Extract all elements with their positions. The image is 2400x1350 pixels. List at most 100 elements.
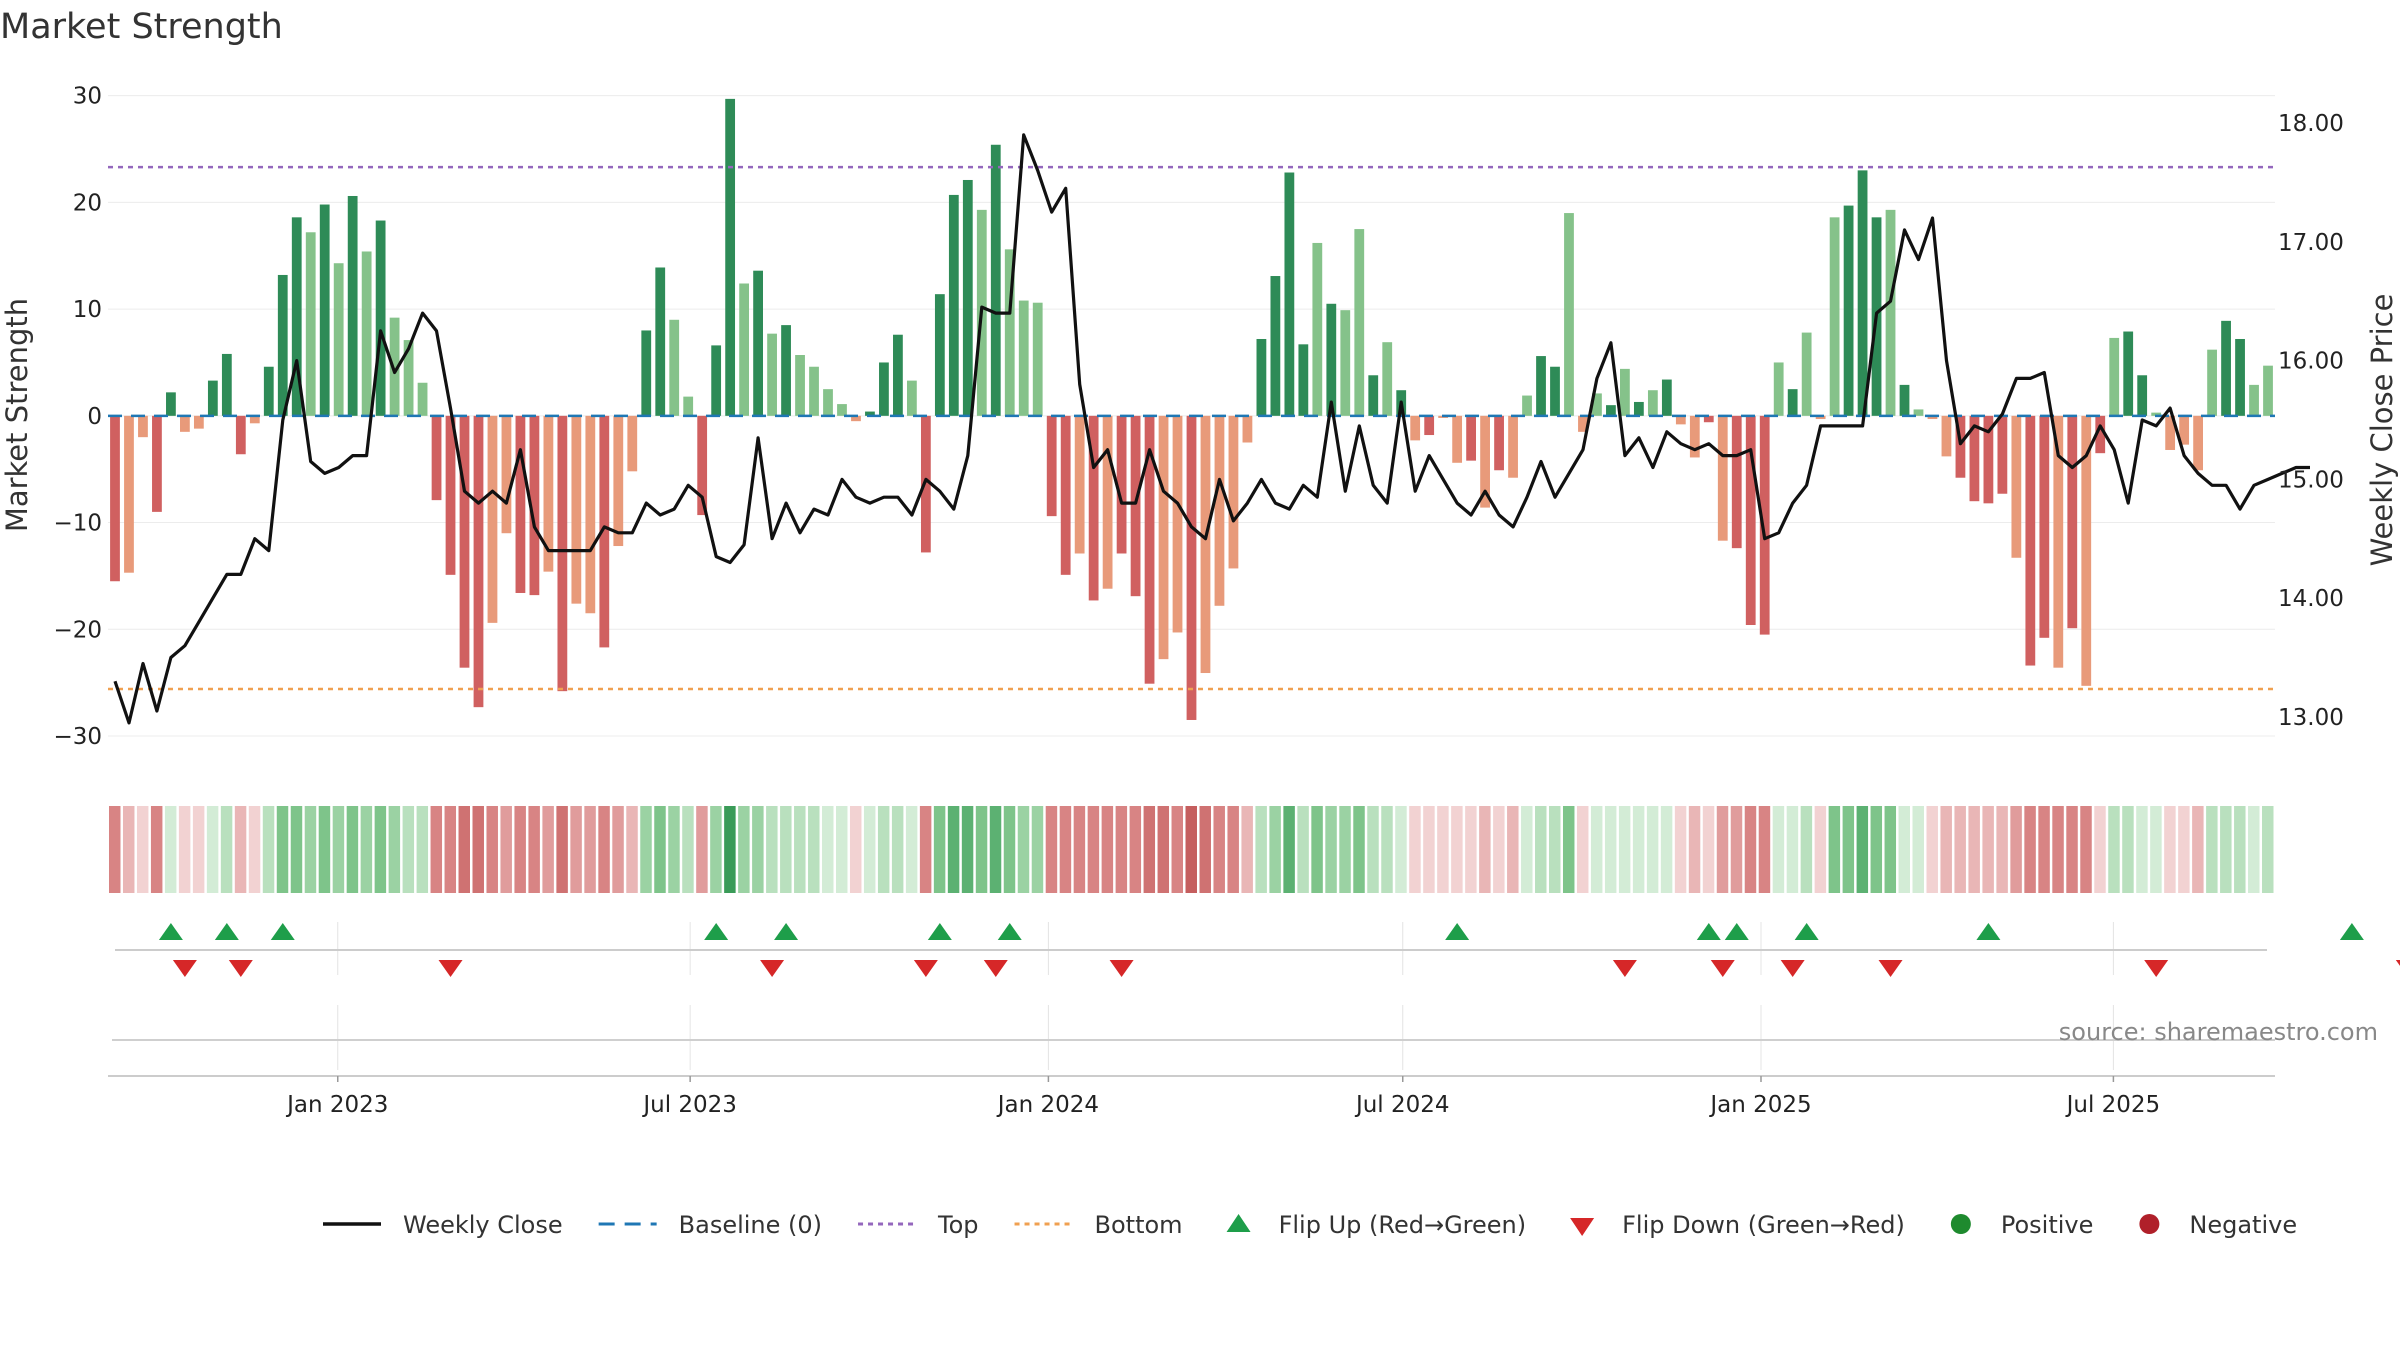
flip-down-marker — [1780, 960, 1805, 977]
strength-bar — [1326, 303, 1337, 416]
heat-cell — [1562, 806, 1575, 893]
flip-down-marker — [438, 960, 463, 977]
strength-bar — [1088, 415, 1099, 601]
heat-cell — [2038, 806, 2050, 893]
heat-cell — [989, 806, 1002, 893]
heat-cell — [752, 806, 764, 893]
legend-item: Top — [858, 1211, 979, 1239]
heat-cell — [318, 806, 331, 893]
strength-bar — [2221, 320, 2231, 416]
legend-item: Weekly Close — [323, 1211, 563, 1239]
strength-bar — [1801, 332, 1812, 416]
legend-symbol-circle — [2139, 1214, 2160, 1234]
strength-bar — [110, 415, 120, 582]
heat-cell — [2080, 806, 2092, 893]
strength-bar — [1843, 205, 1854, 416]
strength-bar — [1955, 415, 1966, 478]
heat-cell — [1409, 806, 1421, 893]
heat-cell — [276, 806, 289, 893]
strength-bar — [2011, 415, 2022, 558]
heat-cell — [1185, 806, 1197, 893]
heat-cell — [919, 806, 932, 893]
x-tick-label: Jul 2025 — [2065, 1092, 2161, 1118]
heat-cell — [122, 806, 135, 893]
heat-cell — [1045, 806, 1058, 893]
strength-bar — [2123, 331, 2134, 416]
heat-cell — [360, 806, 373, 893]
x-axis: Jan 2023 Jul 2023 Jan 2024 Jul 2024 Jan 2025… — [108, 1039, 2275, 1118]
heat-cell — [1465, 806, 1477, 893]
heat-cell — [178, 806, 191, 893]
heat-cell — [556, 806, 568, 893]
strength-bar — [613, 415, 624, 547]
heat-cell — [346, 806, 359, 893]
heat-cell — [961, 806, 974, 893]
flip-up-marker — [158, 923, 183, 940]
heat-cell — [570, 806, 582, 893]
strength-bar — [879, 362, 889, 416]
strength-bar — [1312, 242, 1323, 416]
strength-bar — [305, 232, 316, 416]
weekly-close-series — [113, 133, 2310, 725]
strength-bar — [2109, 337, 2120, 416]
legend-item: Baseline (0) — [598, 1211, 822, 1239]
strength-bar — [1661, 379, 1672, 416]
strength-bar — [1354, 229, 1365, 416]
strength-bar — [1927, 415, 1938, 420]
heat-cell — [430, 806, 443, 893]
strength-bar — [781, 325, 791, 416]
strength-heat-strip — [109, 806, 2274, 893]
strength-bar — [543, 415, 554, 572]
strength-bar — [2095, 415, 2106, 454]
y-tick-label: 10 — [73, 297, 102, 323]
heat-cell — [290, 806, 303, 893]
heat-cell — [710, 806, 722, 893]
x-tick-label: Jul 2023 — [641, 1092, 737, 1118]
heat-cell — [1744, 806, 1757, 893]
flip-down-marker — [1710, 960, 1735, 977]
heat-cell — [2248, 806, 2260, 893]
strength-bar — [1717, 415, 1728, 541]
strength-bars — [110, 98, 2273, 720]
strength-bar — [1032, 302, 1043, 416]
strength-bar — [403, 340, 414, 416]
legend-symbol-triangle-down — [1570, 1218, 1595, 1236]
legend-label: Negative — [2189, 1211, 2297, 1239]
x-tick-label: Jan 2024 — [996, 1092, 1099, 1118]
heat-cell — [612, 806, 624, 893]
strength-bar — [1703, 415, 1714, 423]
heat-cell — [1129, 806, 1142, 893]
heat-cell — [1367, 806, 1379, 893]
strength-bar — [389, 317, 400, 416]
heat-cell — [1493, 806, 1505, 893]
heat-cell — [1576, 806, 1589, 893]
heat-cell — [1716, 806, 1729, 893]
legend-symbol-triangle-up — [1226, 1214, 1251, 1232]
heat-cell — [668, 806, 680, 893]
strength-bar — [1368, 375, 1379, 416]
strength-bar — [1270, 276, 1281, 416]
strength-bar — [1382, 342, 1393, 416]
heat-cell — [1632, 806, 1645, 893]
heat-cell — [1059, 806, 1072, 893]
strength-bar — [1452, 415, 1463, 463]
strength-bar — [1647, 390, 1658, 416]
y-tick-label: −30 — [53, 724, 102, 750]
legend-item: Negative — [2139, 1211, 2297, 1239]
heat-cell — [877, 806, 890, 893]
strength-bar — [557, 415, 568, 692]
strength-bar — [1787, 389, 1798, 416]
strength-bar — [1480, 415, 1490, 508]
heat-cell — [696, 806, 708, 893]
strength-bar — [445, 415, 456, 575]
heat-cell — [1115, 806, 1128, 893]
heat-cell — [1968, 806, 1980, 893]
heat-cell — [584, 806, 596, 893]
heat-cell — [109, 806, 121, 893]
heat-cell — [2136, 806, 2148, 893]
heat-cell — [1451, 806, 1463, 893]
legend-symbol-circle — [1950, 1214, 1971, 1234]
heat-cell — [234, 806, 247, 893]
strength-bar — [641, 330, 652, 416]
heat-cell — [2094, 806, 2106, 893]
